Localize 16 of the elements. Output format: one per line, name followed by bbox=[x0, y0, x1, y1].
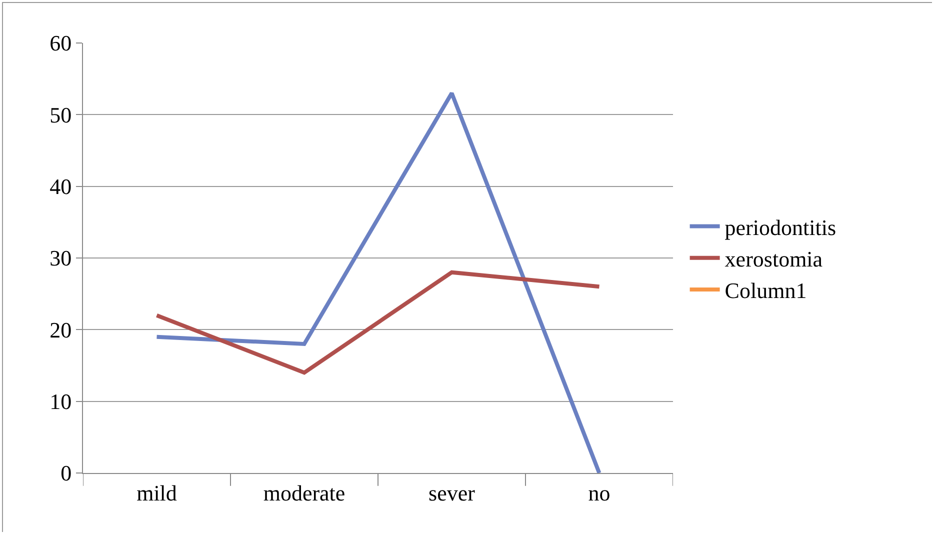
x-tick-label: moderate bbox=[263, 480, 346, 506]
x-tick-label: no bbox=[588, 480, 610, 506]
x-tick-label: mild bbox=[136, 480, 177, 506]
y-tick-label: 20 bbox=[50, 317, 72, 342]
y-tick-label: 30 bbox=[50, 246, 72, 271]
legend-label: xerostomia bbox=[724, 246, 823, 272]
line-series bbox=[154, 270, 602, 375]
y-tick-label: 40 bbox=[50, 174, 72, 200]
x-tick-label: sever bbox=[428, 480, 476, 506]
y-tick-label: 50 bbox=[50, 102, 72, 128]
y-tick-label: 60 bbox=[50, 30, 72, 56]
y-tick-label: 10 bbox=[50, 389, 72, 414]
y-tick-label: 0 bbox=[60, 460, 72, 486]
legend-label: periodontitis bbox=[724, 214, 836, 240]
line-series bbox=[154, 91, 602, 473]
legend-label: Column1 bbox=[724, 278, 807, 304]
